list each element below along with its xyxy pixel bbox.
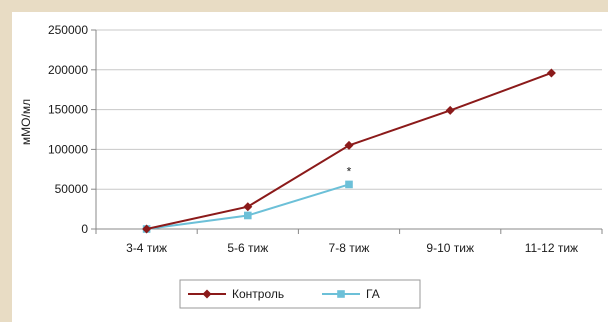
data-point — [546, 68, 556, 78]
data-point — [445, 105, 455, 115]
legend-swatch-marker — [202, 289, 212, 299]
axes — [91, 29, 603, 234]
x-tick-label: 3-4 тиж — [126, 241, 167, 255]
y-axis-label: мМО/мл — [19, 99, 33, 145]
gridlines — [96, 29, 602, 190]
data-point — [345, 180, 353, 189]
data-point — [243, 202, 253, 212]
annotations: * — [347, 164, 352, 178]
legend-label: ГА — [366, 287, 380, 301]
y-tick-labels: 0 50000 100000 150000 200000 250000 — [48, 23, 88, 236]
legend-item: Контроль — [188, 287, 284, 301]
y-tick-label: 200000 — [48, 63, 88, 77]
line-chart: 0 50000 100000 150000 200000 250000 3-4 тиж 5-… — [19, 23, 603, 309]
legend-swatch-marker — [337, 290, 345, 298]
data-point — [244, 211, 252, 220]
data-point — [344, 140, 354, 150]
x-tick-label: 5-6 тиж — [227, 241, 268, 255]
y-tick-label: 150000 — [48, 103, 88, 117]
series-group — [142, 68, 556, 234]
x-tick-labels: 3-4 тиж 5-6 тиж 7-8 тиж 9-10 тиж 11-12 тиж — [126, 241, 578, 255]
x-tick-label: 7-8 тиж — [329, 241, 370, 255]
legend-item: ГА — [322, 287, 380, 301]
legend-label: Контроль — [232, 287, 284, 301]
y-tick-label: 250000 — [48, 23, 88, 37]
chart-panel: 0 50000 100000 150000 200000 250000 3-4 тиж 5-… — [12, 12, 608, 322]
legend: Контроль ГА — [179, 279, 421, 309]
significance-marker: * — [347, 164, 352, 178]
y-tick-label: 50000 — [55, 182, 89, 196]
data-point — [142, 224, 152, 234]
y-tick-label: 0 — [81, 222, 88, 236]
x-tick-label: 9-10 тиж — [426, 241, 474, 255]
y-tick-label: 100000 — [48, 142, 88, 156]
series-line — [146, 72, 552, 230]
x-tick-label: 11-12 тиж — [525, 241, 578, 255]
